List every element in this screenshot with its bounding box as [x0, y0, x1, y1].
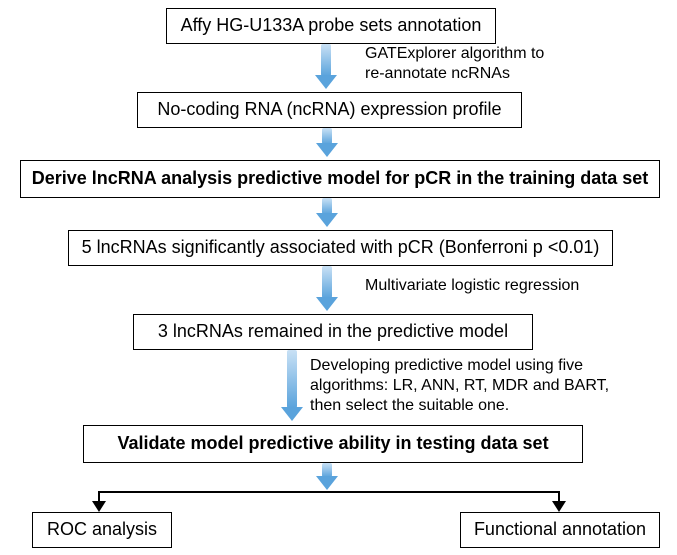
box-validate-model: Validate model predictive ability in tes…: [83, 425, 583, 463]
arrow-shaft: [322, 128, 332, 144]
arrow-shaft: [322, 198, 332, 214]
split-hbar: [98, 491, 560, 493]
arrow-2: [316, 128, 338, 157]
arrow-head-icon: [552, 501, 566, 512]
box-text: No-coding RNA (ncRNA) expression profile: [157, 99, 501, 121]
box-3-lncrnas: 3 lncRNAs remained in the predictive mod…: [133, 314, 533, 350]
annotation-text: GATExplorer algorithm tore-annotate ncRN…: [365, 45, 544, 82]
arrow-shaft: [321, 44, 331, 76]
arrow-head-icon: [316, 476, 338, 490]
arrow-1: [315, 44, 337, 89]
arrow-5: [281, 350, 303, 421]
arrow-head-icon: [92, 501, 106, 512]
box-text: 3 lncRNAs remained in the predictive mod…: [158, 321, 508, 343]
arrow-head-icon: [281, 407, 303, 421]
box-text: Affy HG-U133A probe sets annotation: [181, 15, 482, 37]
arrow-6: [316, 463, 338, 490]
box-text: 5 lncRNAs significantly associated with …: [82, 237, 600, 259]
box-text: Derive lncRNA analysis predictive model …: [32, 168, 648, 190]
split-drop-left: [98, 491, 100, 501]
arrow-head-icon: [316, 143, 338, 157]
split-arrow: [0, 491, 677, 531]
arrow-head-icon: [316, 213, 338, 227]
arrow-shaft: [322, 463, 332, 477]
box-5-lncrnas: 5 lncRNAs significantly associated with …: [68, 230, 613, 266]
annotation-algorithms: Developing predictive model using fiveal…: [310, 356, 609, 416]
annotation-text: Multivariate logistic regression: [365, 277, 579, 294]
annotation-gatexplorer: GATExplorer algorithm tore-annotate ncRN…: [365, 44, 544, 84]
arrow-4: [316, 266, 338, 311]
annotation-multivariate: Multivariate logistic regression: [365, 276, 579, 296]
box-ncrna-profile: No-coding RNA (ncRNA) expression profile: [137, 92, 522, 128]
split-drop-right: [558, 491, 560, 501]
arrow-shaft: [287, 350, 297, 408]
arrow-head-icon: [315, 75, 337, 89]
box-derive-model: Derive lncRNA analysis predictive model …: [20, 160, 660, 198]
box-affy-annotation: Affy HG-U133A probe sets annotation: [166, 8, 496, 44]
annotation-text: Developing predictive model using fiveal…: [310, 357, 609, 414]
arrow-head-icon: [316, 297, 338, 311]
box-text: Validate model predictive ability in tes…: [117, 433, 548, 455]
arrow-shaft: [322, 266, 332, 298]
arrow-3: [316, 198, 338, 227]
